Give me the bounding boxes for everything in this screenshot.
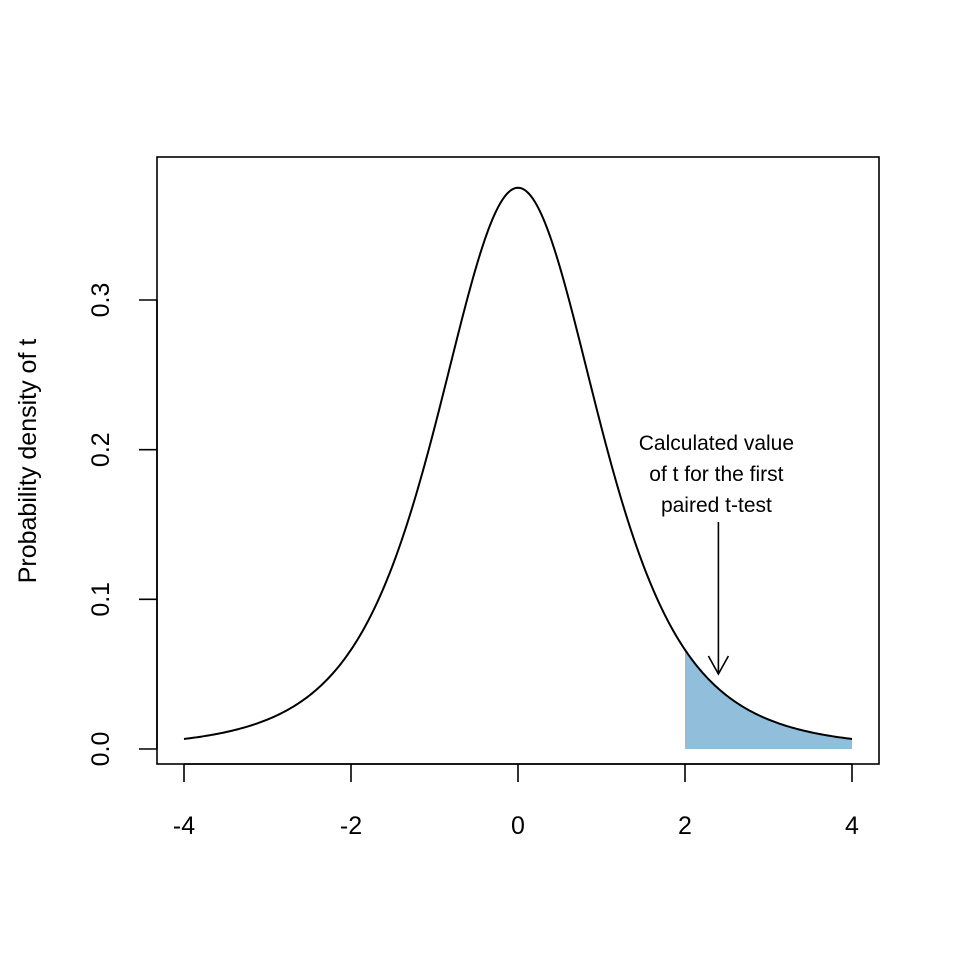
x-tick-label: 2	[678, 812, 692, 840]
density-curve	[183, 186, 853, 740]
x-tick-label: -4	[173, 812, 195, 840]
x-tick-label: 0	[511, 812, 525, 840]
x-tick-label: -2	[340, 812, 362, 840]
y-tick-label: 0.1	[87, 582, 115, 617]
y-tick-label: 0.0	[87, 732, 115, 767]
y-tick-label: 0.2	[87, 432, 115, 467]
annotation-text-line: Calculated value	[639, 432, 794, 455]
annotation-text-line: paired t-test	[661, 494, 772, 517]
x-tick-label: 4	[845, 812, 859, 840]
annotation: Calculated value of t for the first paired…	[639, 432, 794, 676]
annotation-text-line: of t for the first	[649, 463, 783, 486]
y-axis-label: Probability density of t	[14, 339, 42, 584]
density-curve-layer	[183, 186, 853, 740]
x-axis: -4 -2 0 2 4	[173, 763, 859, 840]
annotation-arrow-head	[707, 655, 730, 676]
shaded-tail-layer	[685, 649, 852, 749]
shaded-tail-area	[685, 649, 852, 749]
y-tick-label: 0.3	[87, 283, 115, 318]
y-axis: 0.0 0.1 0.2 0.3	[87, 283, 158, 767]
